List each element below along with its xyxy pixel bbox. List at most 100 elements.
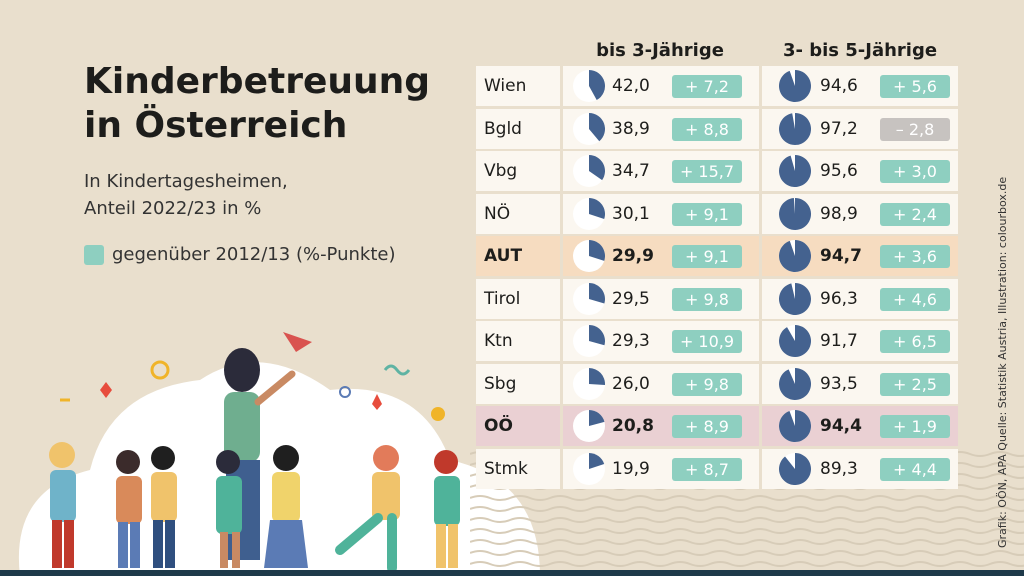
pie-mark [779,197,812,230]
region-label: Sbg [484,373,517,394]
column-divider [560,321,563,361]
pie-mark [779,240,812,272]
change-badge-3-to-5: + 3,0 [880,160,950,183]
pie-slice [589,70,606,101]
pie-slice [779,367,812,400]
column-divider [759,321,762,361]
value-under-3: 29,3 [612,331,650,351]
pie-mark [573,112,605,145]
value-under-3: 20,8 [612,416,654,436]
value-under-3: 26,0 [612,373,650,394]
subtitle-line-1: In Kindertagesheimen, [84,171,288,192]
change-badge-under-3: + 7,2 [672,75,742,98]
change-badge-under-3: + 9,8 [672,287,742,311]
region-label: Ktn [484,331,513,351]
region-label: NÖ [484,203,511,224]
pie-mark [573,240,606,272]
pie-slice [779,452,812,485]
column-header-under-3: bis 3-Jährige [596,40,724,61]
change-badge-3-to-5: + 1,9 [880,415,950,438]
pie-slice [589,410,605,426]
column-divider [759,66,762,106]
value-3-to-5: 89,3 [820,458,858,479]
region-label: AUT [484,246,523,266]
table-row: AUT 29,9 + 9,1 94,7 + 3,6 [476,236,958,276]
region-label: Wien [484,76,527,96]
value-under-3: 30,1 [612,203,650,224]
pie-slice [589,325,606,346]
change-badge-under-3: + 9,8 [672,372,742,396]
value-3-to-5: 98,9 [820,203,858,224]
wave-line [470,550,1024,556]
pie-slice [779,325,812,357]
region-label: Vbg [484,161,518,181]
pie-slice [779,155,812,187]
confetti-icons [60,332,445,421]
table-row: Sbg 26,0 + 9,8 93,5 + 2,5 [476,363,958,404]
change-badge-3-to-5: + 3,6 [880,245,950,268]
value-3-to-5: 94,6 [820,76,858,96]
value-3-to-5: 94,4 [820,416,862,436]
pie-mark [573,452,605,485]
change-badge-under-3: + 9,1 [672,245,742,268]
pie-slice [779,240,812,272]
column-divider [560,236,563,276]
pie-mark [573,197,606,230]
value-under-3: 19,9 [612,458,650,479]
pie-slice [779,112,812,145]
change-badge-under-3: + 8,8 [672,117,742,141]
pie-slice [589,197,606,219]
table-row: OÖ 20,8 + 8,9 94,4 + 1,9 [476,406,958,446]
column-divider [560,193,563,234]
column-divider [759,236,762,276]
wave-line [470,528,1024,534]
change-badge-3-to-5: + 2,4 [880,202,950,226]
change-badge-3-to-5: + 2,5 [880,372,950,396]
pie-mark [573,155,606,187]
column-divider [759,278,762,319]
pie-mark [779,367,812,400]
region-label: Tirol [484,288,521,309]
change-badge-3-to-5: – 2,8 [880,117,950,141]
pie-slice [589,452,605,469]
pie-slice [779,410,812,442]
value-under-3: 42,0 [612,76,650,96]
legend: gegenüber 2012/13 (%-Punkte) [84,244,396,265]
region-label: Stmk [484,458,528,479]
legend-label: gegenüber 2012/13 (%-Punkte) [112,244,396,265]
change-badge-3-to-5: + 6,5 [880,330,950,353]
bottom-bar [0,570,1024,576]
column-divider [560,406,563,446]
title-line-1: Kinderbetreuung [84,61,431,102]
wave-line [470,495,1024,501]
pie-slice [589,367,606,385]
value-3-to-5: 97,2 [820,118,858,139]
table-row: NÖ 30,1 + 9,1 98,9 + 2,4 [476,193,958,234]
column-divider [560,66,563,106]
column-divider [759,193,762,234]
legend-swatch [84,244,104,265]
wave-line [470,539,1024,545]
value-3-to-5: 93,5 [820,373,858,394]
table-row: Stmk 19,9 + 8,7 89,3 + 4,4 [476,448,958,489]
value-under-3: 38,9 [612,118,650,139]
pie-mark [779,410,812,442]
value-3-to-5: 96,3 [820,288,858,309]
value-under-3: 34,7 [612,161,650,181]
value-3-to-5: 95,6 [820,161,858,181]
region-label: Bgld [484,118,522,139]
column-divider [560,278,563,319]
change-badge-3-to-5: + 4,6 [880,287,950,311]
table-row: Vbg 34,7 + 15,7 95,6 + 3,0 [476,151,958,191]
pie-mark [779,325,812,357]
change-badge-under-3: + 9,1 [672,202,742,226]
pie-mark [573,282,605,315]
pie-mark [779,155,812,187]
chart-title: Kinderbetreuung in Österreich [84,60,430,148]
table-row: Bgld 38,9 + 8,8 97,2 – 2,8 [476,108,958,149]
pie-mark [779,452,812,485]
title-line-2: in Österreich [84,105,348,146]
column-divider [759,406,762,446]
column-divider [560,448,563,489]
value-3-to-5: 91,7 [820,331,858,351]
